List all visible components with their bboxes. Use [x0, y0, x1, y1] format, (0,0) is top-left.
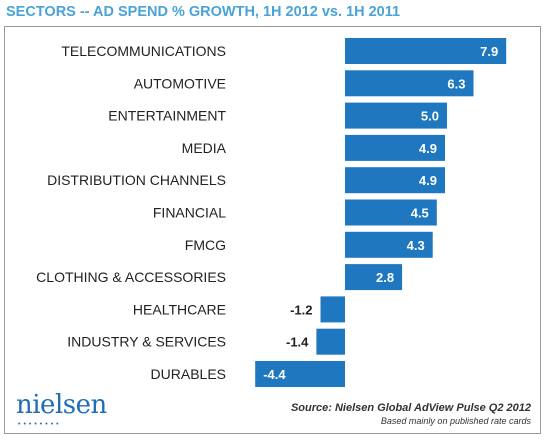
- category-label: DISTRIBUTION CHANNELS: [47, 172, 226, 188]
- category-label: AUTOMOTIVE: [134, 75, 226, 91]
- value-label: 4.3: [407, 238, 425, 253]
- value-label: 4.5: [411, 206, 429, 221]
- source-text: Source: Nielsen Global AdView Pulse Q2 2…: [290, 402, 531, 414]
- category-label: FINANCIAL: [153, 205, 226, 221]
- category-label: ENTERTAINMENT: [108, 108, 226, 124]
- nielsen-logo: nielsen ••••••••: [16, 390, 107, 428]
- value-label: 4.9: [419, 173, 437, 188]
- bar: [345, 231, 433, 258]
- value-label: 6.3: [447, 76, 465, 91]
- category-label: CLOTHING & ACCESSORIES: [36, 269, 226, 285]
- bar: [345, 199, 437, 226]
- value-label: 4.9: [419, 141, 437, 156]
- source-note: Based mainly on published rate cards: [380, 416, 531, 426]
- chart-frame: [4, 26, 541, 434]
- source-block: Source: Nielsen Global AdView Pulse Q2 2…: [291, 402, 531, 426]
- category-label: HEALTHCARE: [133, 301, 226, 317]
- bar: [345, 38, 507, 64]
- bar: [345, 264, 403, 291]
- value-label: 7.9: [480, 44, 498, 59]
- category-label: MEDIA: [182, 140, 227, 156]
- bar: [345, 167, 445, 194]
- category-label: DURABLES: [151, 366, 226, 382]
- bar: [320, 296, 345, 323]
- category-label: FMCG: [185, 237, 226, 253]
- logo-dots: ••••••••: [18, 421, 62, 428]
- bar: [345, 102, 447, 129]
- value-label: -1.4: [286, 335, 309, 350]
- category-label: TELECOMMUNICATIONS: [61, 43, 226, 59]
- bar: [345, 70, 474, 97]
- value-label: 5.0: [421, 109, 439, 124]
- bar: [345, 134, 445, 161]
- category-label: INDUSTRY & SERVICES: [67, 334, 226, 350]
- chart-title: SECTORS -- AD SPEND % GROWTH, 1H 2012 vs…: [6, 4, 401, 20]
- bar: [316, 328, 345, 355]
- value-label: -4.4: [263, 367, 286, 382]
- value-label: 2.8: [376, 270, 394, 285]
- bar: [255, 361, 345, 387]
- value-label: -1.2: [290, 302, 312, 317]
- logo-wordmark: nielsen: [16, 390, 107, 420]
